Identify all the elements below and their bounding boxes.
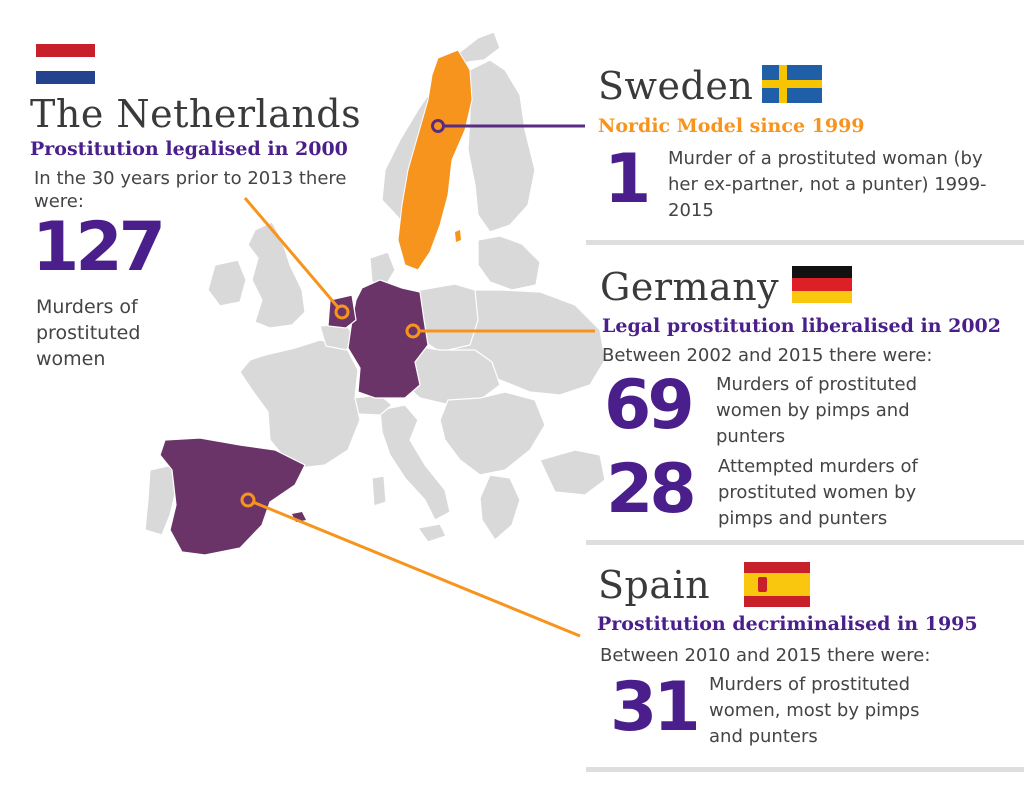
map-greece — [479, 474, 521, 541]
sweden-policy: Nordic Model since 1999 — [598, 115, 865, 137]
map-turkey — [539, 449, 606, 496]
netherlands-flag-icon — [36, 44, 95, 84]
sweden-divider — [586, 240, 1024, 245]
map-germany — [347, 279, 429, 399]
map-balkans — [439, 391, 546, 476]
netherlands-connector — [243, 197, 344, 313]
spain-title: Spain — [598, 563, 711, 607]
sweden-stat-number: 1 — [604, 140, 651, 219]
map-uk — [247, 221, 306, 329]
netherlands-marker — [334, 304, 350, 320]
map-baltics — [477, 235, 541, 291]
germany-intro: Between 2002 and 2015 there were: — [602, 345, 933, 366]
sweden-stat-desc: Murder of a prostituted woman (by her ex… — [668, 148, 987, 221]
germany-stat-desc-1: Murders of prostituted women by pimps an… — [716, 374, 917, 447]
germany-title: Germany — [600, 265, 780, 309]
netherlands-stat-desc: Murders of prostituted women — [36, 296, 141, 370]
sweden-marker — [431, 119, 445, 133]
map-ireland — [207, 259, 247, 307]
spain-marker — [240, 492, 256, 508]
germany-flag-icon — [792, 266, 852, 303]
germany-stat-desc-2: Attempted murders of prostituted women b… — [718, 456, 918, 529]
germany-stat-number-2: 28 — [606, 450, 697, 529]
map-finland — [467, 59, 536, 233]
spain-flag-icon — [744, 562, 810, 607]
map-gotland — [455, 230, 461, 242]
netherlands-policy: Prostitution legalised in 2000 — [30, 138, 348, 160]
sweden-flag-icon — [762, 65, 822, 103]
spain-divider — [586, 767, 1024, 772]
spain-intro: Between 2010 and 2015 there were: — [600, 645, 931, 666]
map-italy — [379, 404, 451, 521]
germany-divider — [586, 540, 1024, 545]
sweden-title: Sweden — [598, 64, 754, 108]
map-spain — [159, 437, 306, 556]
map-denmark — [369, 251, 396, 286]
germany-marker — [405, 323, 421, 339]
spain-stat-number: 31 — [610, 668, 701, 747]
germany-policy: Legal prostitution liberalised in 2002 — [602, 315, 1001, 337]
spain-stat-desc: Murders of prostituted women, most by pi… — [709, 674, 920, 747]
map-sweden — [397, 49, 473, 271]
netherlands-title: The Netherlands — [30, 92, 362, 136]
spain-connector — [247, 498, 581, 638]
grey-countries — [144, 31, 606, 543]
netherlands-stat-number: 127 — [32, 208, 166, 287]
germany-stat-number-1: 69 — [604, 366, 695, 445]
map-sicily — [416, 523, 447, 543]
spain-policy: Prostitution decriminalised in 1995 — [597, 613, 978, 635]
netherlands-intro: In the 30 years prior to 2013 there were… — [34, 168, 347, 212]
map-sardinia — [371, 475, 387, 507]
